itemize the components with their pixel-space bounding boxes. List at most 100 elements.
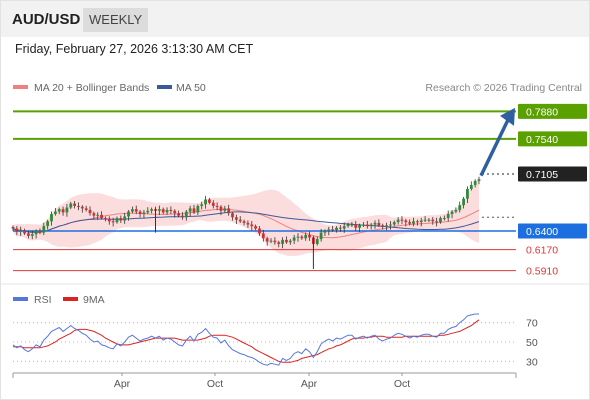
candle-body <box>288 240 292 243</box>
candle-body <box>415 221 419 223</box>
candle-body <box>304 235 308 239</box>
candle-body <box>362 224 365 226</box>
candle-body <box>84 208 88 210</box>
candle-body <box>88 209 92 214</box>
candle-body <box>277 242 281 244</box>
candle-body <box>169 209 173 211</box>
candle-body <box>173 210 177 214</box>
bollinger-legend-label: MA 20 + Bollinger Bands <box>34 82 149 94</box>
candle-body <box>439 218 442 223</box>
rsi-line <box>12 313 479 366</box>
candle-body <box>323 230 327 233</box>
candle-body <box>431 219 435 222</box>
candle-body <box>223 208 227 211</box>
candle-body <box>150 209 154 211</box>
candle-body <box>462 198 465 206</box>
candle-body <box>466 188 469 199</box>
candle-body <box>331 229 335 231</box>
candle-body <box>211 202 215 206</box>
candle-body <box>258 228 261 234</box>
ma9-legend-swatch <box>63 297 78 301</box>
candle-body <box>408 222 412 224</box>
candle-body <box>181 215 184 218</box>
rsi-ma-line <box>13 319 480 363</box>
candle-body <box>446 214 450 219</box>
candle-body <box>80 206 84 209</box>
period-button[interactable]: WEEKLY <box>83 8 149 32</box>
candle-body <box>385 225 388 227</box>
timestamp: Friday, February 27, 2026 3:13:30 AM CET <box>15 42 254 56</box>
candle-body <box>273 240 277 243</box>
candle-body <box>373 222 377 225</box>
ma50-legend-swatch <box>157 85 172 89</box>
forecast-arrow-head <box>500 107 515 126</box>
bollinger-band-area <box>13 177 479 257</box>
level-label-0: 0.7880 <box>526 106 558 118</box>
candle-body <box>346 224 350 227</box>
candle-body <box>396 219 400 223</box>
candle-body <box>254 226 258 229</box>
rsi-legend-label: RSI <box>34 294 52 306</box>
candle-body <box>238 219 242 222</box>
x-tick-label: Oct <box>394 378 410 390</box>
candle-body <box>300 236 304 239</box>
candle-body <box>285 239 288 243</box>
candle-body <box>377 222 381 226</box>
bollinger-legend-swatch <box>13 85 28 89</box>
rsi-tick-label: 70 <box>526 318 538 330</box>
candle-body <box>57 209 61 212</box>
source-credit: Research © 2026 Trading Central <box>425 82 582 94</box>
candle-body <box>204 199 207 205</box>
candle-body <box>242 221 246 223</box>
level-tag-1 <box>518 131 587 147</box>
candle-body <box>208 199 211 203</box>
candle-body <box>450 211 454 215</box>
rsi-legend-swatch <box>13 297 28 301</box>
candle-body <box>188 208 192 212</box>
candle-body <box>296 236 300 238</box>
candle-body <box>354 224 358 228</box>
x-tick-label: Oct <box>207 378 223 390</box>
candle-body <box>61 209 65 213</box>
candle-body <box>227 208 231 214</box>
candle-body <box>338 227 342 229</box>
level-tag-0 <box>518 103 587 119</box>
candle-body <box>350 224 354 226</box>
candle-body <box>177 213 181 216</box>
candle-body <box>165 209 169 213</box>
rsi-tick-label: 30 <box>526 356 538 368</box>
candle-body <box>15 228 19 232</box>
candle-body <box>473 180 477 185</box>
candle-body <box>192 208 196 213</box>
candle-body <box>73 203 77 206</box>
candle-body <box>138 211 142 215</box>
candle-body <box>250 224 254 227</box>
candle-body <box>142 212 146 215</box>
x-tick-label: Apr <box>301 378 318 390</box>
candle-body <box>46 221 50 227</box>
candle-body <box>184 211 188 218</box>
candle-body <box>134 209 138 212</box>
candle-body <box>200 204 204 206</box>
candle-body <box>11 226 15 229</box>
candle-body <box>358 225 362 228</box>
candle-body <box>369 224 373 227</box>
candle-body <box>96 214 100 216</box>
candle-body <box>65 207 69 213</box>
candle-body <box>50 214 53 222</box>
candle-body <box>27 233 30 236</box>
candle-body <box>423 219 427 221</box>
candle-body <box>38 230 42 233</box>
candle-body <box>342 226 346 229</box>
x-tick-label: Apr <box>114 378 131 390</box>
candle-body <box>392 222 396 225</box>
candle-body <box>42 226 46 233</box>
level-tag-2 <box>518 166 587 182</box>
level-label-4: 0.6170 <box>526 245 558 257</box>
level-tag-3 <box>518 223 587 239</box>
ma50-legend-label: MA 50 <box>176 82 206 94</box>
candle-body <box>127 211 130 217</box>
candle-body <box>19 230 23 232</box>
